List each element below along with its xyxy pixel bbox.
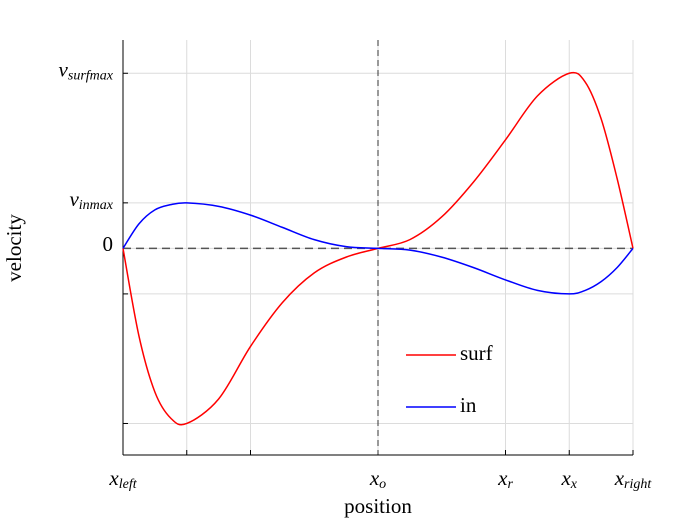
y-tick-label: vsurfmax [59, 57, 114, 83]
y-axis-label: velocity [2, 214, 26, 282]
line-series [122, 202, 634, 295]
y-tick-label: 0 [103, 232, 114, 256]
x-tick-label: xright [614, 466, 653, 492]
x-tick-label: xleft [108, 466, 137, 492]
y-tick-label: vinmax [69, 187, 113, 213]
legend-label: in [460, 393, 477, 417]
x-tick-label: xo [369, 466, 386, 492]
x-tick-label: xr [497, 466, 513, 492]
x-axis-label: position [344, 494, 412, 518]
x-tick-label: xx [560, 466, 577, 492]
legend-label: surf [460, 341, 493, 365]
